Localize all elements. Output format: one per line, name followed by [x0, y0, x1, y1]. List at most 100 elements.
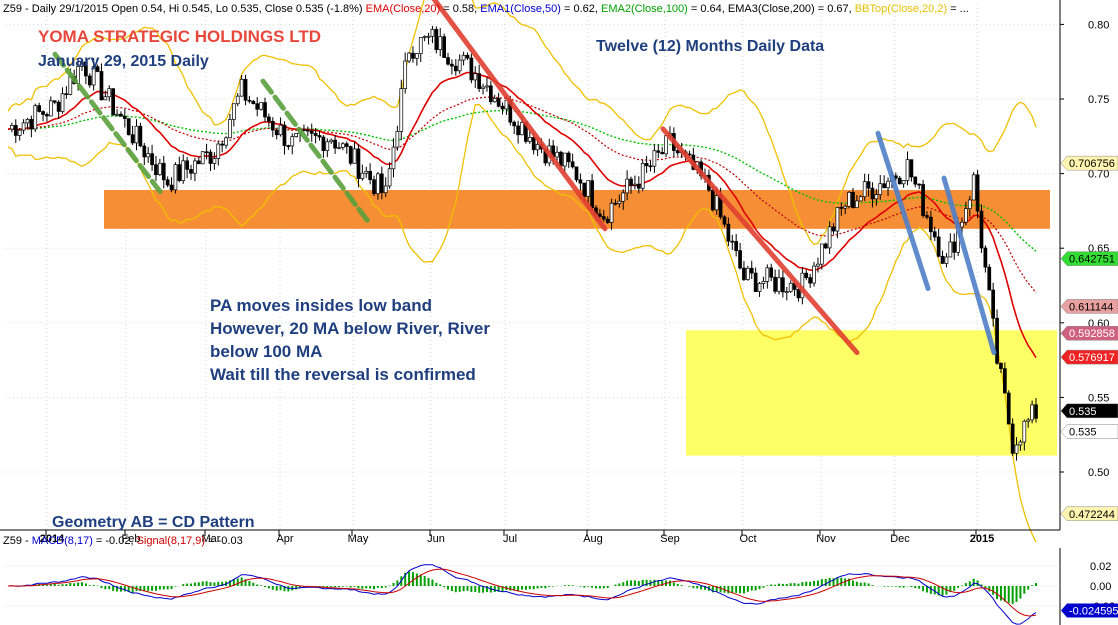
price-tag: 0.535: [1060, 424, 1118, 439]
candle-body: [512, 121, 517, 127]
candle-body: [975, 174, 980, 212]
candle-body: [995, 317, 999, 364]
candle-body: [488, 85, 493, 103]
note-line-2: However, 20 MA below River, River: [210, 319, 490, 338]
candle-body: [344, 143, 349, 147]
header-segment: = 0.64, EMA3(Close,200) = 0.67,: [688, 3, 855, 15]
candle-body: [1034, 404, 1038, 419]
candle-body: [562, 152, 567, 167]
candle-body: [633, 183, 637, 186]
candle-body: [862, 181, 867, 198]
x-tick-label: Sep: [660, 533, 680, 545]
candle-body: [313, 133, 318, 136]
candle-body: [656, 150, 661, 153]
ema20-line: [7, 71, 1037, 359]
candle-body: [960, 221, 964, 228]
candle-body: [376, 173, 380, 194]
candle-body: [403, 60, 408, 89]
candle-body: [757, 283, 762, 292]
candle-body: [555, 151, 559, 158]
candlesticks: [10, 25, 1038, 461]
candle-body: [154, 164, 158, 176]
candle-body: [399, 88, 404, 132]
header-indicator-line: Z59 - Daily 29/1/2015 Open 0.54, Hi 0.54…: [3, 3, 969, 15]
moving-averages: [7, 71, 1037, 359]
candle-body: [839, 207, 844, 209]
candle-body: [422, 36, 427, 38]
candle-body: [17, 129, 22, 136]
candle-body: [605, 218, 610, 223]
candle-body: [742, 267, 746, 280]
candle-body: [290, 136, 295, 147]
candle-body: [983, 247, 988, 268]
candle-body: [239, 78, 244, 97]
candle-body: [648, 165, 653, 168]
candle-body: [1006, 392, 1011, 425]
candle-body: [714, 195, 719, 211]
candle-body: [967, 199, 972, 210]
candle-body: [617, 200, 622, 204]
candle-body: [878, 183, 883, 195]
candle-body: [1030, 404, 1034, 421]
trend-line-blue-2: [941, 175, 997, 356]
price-tag-box: [1060, 403, 1118, 419]
candle-body: [481, 86, 485, 90]
candle-body: [465, 54, 470, 59]
candle-body: [267, 116, 271, 122]
candle-body: [492, 98, 497, 103]
candle-body: [84, 61, 88, 77]
candle-body: [660, 152, 665, 155]
trend-line-green-2: [260, 78, 371, 224]
candle-body: [781, 277, 785, 293]
candle-body: [274, 129, 279, 136]
x-tick-label: 2015: [970, 533, 994, 545]
candle-body: [870, 187, 875, 200]
candle-body: [395, 131, 400, 148]
trend-lines: [52, 0, 997, 356]
candle-body: [169, 184, 174, 191]
candle-body: [469, 57, 474, 81]
candle-body: [1018, 441, 1023, 446]
candle-body: [473, 73, 478, 81]
candle-body: [329, 139, 334, 143]
candle-body: [41, 111, 45, 115]
price-tag-box: [1060, 251, 1118, 266]
candle-body: [819, 243, 824, 265]
candle-body: [341, 143, 345, 148]
price-tag-box: [1060, 506, 1118, 522]
candle-body: [25, 118, 30, 124]
candle-body: [730, 240, 735, 243]
candle-body: [987, 266, 992, 291]
candle-body: [675, 150, 680, 154]
price-tag: 0.592858: [1060, 325, 1118, 341]
macd-header-segment: = -0.02,: [93, 535, 137, 547]
macd-pane: 0.020.00-0.02-0.024595: [5, 548, 1118, 625]
candle-body: [107, 88, 112, 98]
candle-body: [917, 183, 922, 186]
header-segment: BBTop(Close,20,2): [855, 3, 947, 15]
candle-body: [48, 100, 53, 117]
candle-body: [609, 202, 614, 223]
ema50-line: [7, 96, 1037, 294]
candle-body: [383, 185, 388, 194]
x-tick-label: Mar: [202, 533, 221, 545]
candle-body: [788, 282, 793, 292]
candle-body: [520, 122, 524, 136]
header-segment: EMA(Close,20): [366, 3, 441, 15]
candle-body: [1014, 444, 1019, 454]
candle-body: [749, 267, 754, 274]
candle-body: [391, 146, 396, 170]
candle-body: [115, 113, 119, 116]
candle-body: [574, 166, 579, 181]
candle-body: [196, 160, 201, 165]
candle-body: [33, 105, 38, 130]
candle-body: [578, 179, 583, 184]
candle-body: [905, 159, 910, 181]
macd-header-segment: = -0.03: [205, 535, 243, 547]
candle-body: [753, 272, 758, 292]
price-tag-label: 0.642751: [1069, 254, 1115, 266]
candle-body: [411, 52, 415, 59]
candle-body: [76, 66, 80, 85]
candle-body: [636, 183, 641, 189]
